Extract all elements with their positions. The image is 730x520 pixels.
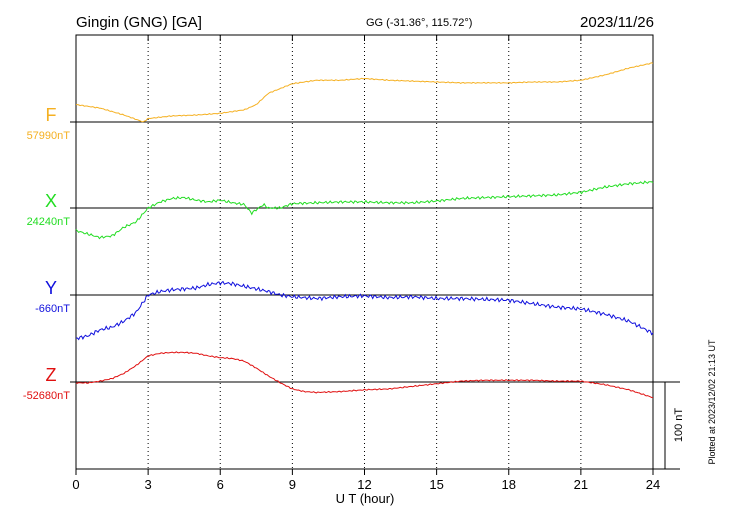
x-tick-label: 12 <box>357 477 371 492</box>
x-tick-label: 0 <box>72 477 79 492</box>
series-labels: F 57990nT X 24240nT Y -660nT Z -52680nT <box>23 105 70 402</box>
x-tick-label: 15 <box>429 477 443 492</box>
x-tick-label: 6 <box>217 477 224 492</box>
coordinates-label: GG (-31.36°, 115.72°) <box>366 17 472 29</box>
x-tick-label: 24 <box>646 477 660 492</box>
series-line-f <box>76 62 654 123</box>
grid <box>70 35 653 469</box>
x-tick-label: 21 <box>574 477 588 492</box>
series-lines <box>75 62 654 399</box>
x-tick-label: 18 <box>502 477 516 492</box>
series-line-x <box>75 180 654 240</box>
baseline-label-f: 57990nT <box>27 130 71 142</box>
series-name-f: F <box>46 105 57 125</box>
scale-bar-label: 100 nT <box>673 408 685 443</box>
scale-bar: 100 nT <box>643 381 685 470</box>
series-line-z <box>75 351 654 399</box>
x-axis-ticks: 0 3 6 9 12 15 18 21 24 <box>72 35 660 492</box>
baseline-label-x: 24240nT <box>27 216 71 228</box>
x-tick-label: 9 <box>289 477 296 492</box>
plotted-note: Plotted at 2023/12/02 21:13 UT <box>707 339 717 465</box>
date-label: 2023/11/26 <box>580 14 654 31</box>
baseline-label-z: -52680nT <box>23 390 70 402</box>
x-axis-label: U T (hour) <box>336 491 395 506</box>
series-name-x: X <box>45 191 57 211</box>
series-name-y: Y <box>45 278 57 298</box>
x-tick-label: 3 <box>145 477 152 492</box>
station-title: Gingin (GNG) [GA] <box>76 14 202 31</box>
baseline-label-y: -660nT <box>35 303 70 315</box>
series-name-z: Z <box>46 365 57 385</box>
series-line-y <box>76 280 654 341</box>
